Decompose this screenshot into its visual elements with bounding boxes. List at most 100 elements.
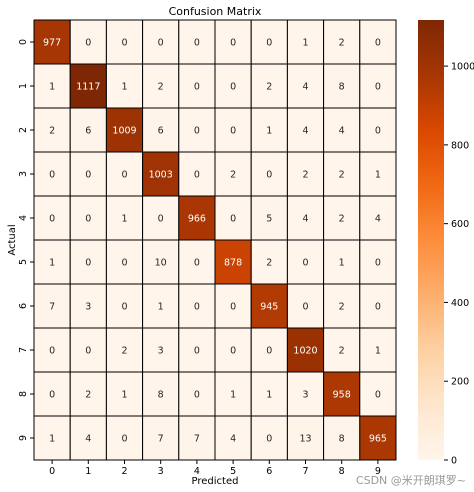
x-tick-label: 6 xyxy=(266,466,272,477)
cell-value-label: 0 xyxy=(85,170,91,181)
heatmap-cell xyxy=(250,327,288,373)
cell-value-label: 1 xyxy=(302,38,308,49)
cell-value-label: 0 xyxy=(121,38,127,49)
cell-value-label: 0 xyxy=(302,258,308,269)
cell-value-label: 1 xyxy=(121,82,127,93)
x-tick-label: 3 xyxy=(158,466,164,477)
cell-value-label: 0 xyxy=(85,258,91,269)
cell-value-label: 0 xyxy=(85,38,91,49)
cell-value-label: 878 xyxy=(224,258,242,269)
cell-value-label: 4 xyxy=(302,82,308,93)
y-tick-label: 4 xyxy=(18,215,29,221)
heatmap-cell xyxy=(286,195,325,241)
cell-value-label: 0 xyxy=(121,302,127,313)
x-tick-label: 9 xyxy=(375,466,381,477)
heatmap-cell xyxy=(105,371,144,417)
heatmap-cell xyxy=(359,415,397,461)
heatmap-cell xyxy=(323,107,361,153)
heatmap-cell xyxy=(250,63,288,109)
cell-value-label: 958 xyxy=(333,390,351,401)
cell-value-label: 4 xyxy=(230,434,236,445)
heatmap-cell xyxy=(105,327,144,373)
cell-value-label: 4 xyxy=(85,434,91,445)
colorbar-tick-label: 200 xyxy=(451,377,469,388)
cell-value-label: 1 xyxy=(230,390,236,401)
cell-value-label: 0 xyxy=(375,82,381,93)
heatmap-cell xyxy=(142,327,180,373)
cell-value-label: 1003 xyxy=(149,170,173,181)
cell-value-label: 2 xyxy=(339,346,345,357)
y-tick-label: 2 xyxy=(18,127,29,133)
cell-value-label: 1009 xyxy=(112,126,136,137)
heatmap-cell xyxy=(359,107,397,153)
cell-value-label: 7 xyxy=(194,434,200,445)
heatmap-cell xyxy=(142,63,180,109)
colorbar-ticks: 0 200 400 600 800 1000 xyxy=(444,62,474,467)
heatmap-cell xyxy=(214,151,252,197)
cell-value-label: 0 xyxy=(121,258,127,269)
cell-value-label: 1 xyxy=(375,346,381,357)
cell-value-label: 2 xyxy=(121,346,127,357)
cell-value-label: 0 xyxy=(121,434,127,445)
cell-value-label: 3 xyxy=(85,302,91,313)
cell-value-label: 0 xyxy=(158,214,164,225)
heatmap-cell xyxy=(359,371,397,417)
cell-value-label: 0 xyxy=(375,258,381,269)
heatmap-cell xyxy=(359,151,397,197)
cell-value-label: 0 xyxy=(230,126,236,137)
cell-value-label: 0 xyxy=(194,82,200,93)
cell-value-label: 6 xyxy=(85,126,91,137)
heatmap-cell xyxy=(214,239,252,285)
heatmap-cell xyxy=(33,151,71,197)
cell-value-label: 0 xyxy=(194,302,200,313)
heatmap-cell xyxy=(359,195,397,241)
cell-value-label: 7 xyxy=(49,302,55,313)
heatmap-cell xyxy=(178,239,216,285)
cell-value-label: 4 xyxy=(302,214,308,225)
y-tick-label: 6 xyxy=(18,303,29,309)
cell-value-label: 6 xyxy=(158,126,164,137)
cell-value-label: 0 xyxy=(302,302,308,313)
cell-value-label: 7 xyxy=(158,434,164,445)
cell-value-label: 945 xyxy=(260,302,278,313)
cell-value-label: 0 xyxy=(375,38,381,49)
heatmap-cell xyxy=(178,195,216,241)
heatmap-cells: 977 0 0 0 0 0 0 1 2 01 1117 1 2 0 0 2 4 8 02 6 1009 6 0 0 1 4 4 00 0… xyxy=(33,19,397,461)
heatmap-cell xyxy=(142,283,180,329)
x-tick-label: 1 xyxy=(85,466,91,477)
heatmap-cell xyxy=(323,283,361,329)
heatmap-cell xyxy=(323,195,361,241)
cell-value-label: 2 xyxy=(339,214,345,225)
cell-value-label: 0 xyxy=(49,214,55,225)
x-tick-label: 0 xyxy=(49,466,55,477)
cell-value-label: 5 xyxy=(266,214,272,225)
y-tick-label: 7 xyxy=(18,347,29,353)
cell-value-label: 1 xyxy=(121,214,127,225)
heatmap-cell xyxy=(214,195,252,241)
x-tick-label: 5 xyxy=(230,466,236,477)
cell-value-label: 3 xyxy=(302,390,308,401)
heatmap-cell xyxy=(33,239,71,285)
heatmap-cell xyxy=(178,415,216,461)
heatmap-cell xyxy=(250,283,288,329)
cell-value-label: 2 xyxy=(49,126,55,137)
cell-value-label: 0 xyxy=(266,346,272,357)
cell-value-label: 2 xyxy=(339,302,345,313)
cell-value-label: 0 xyxy=(266,434,272,445)
cell-value-label: 1 xyxy=(266,126,272,137)
cell-value-label: 1 xyxy=(266,390,272,401)
cell-value-label: 0 xyxy=(230,214,236,225)
y-tick-label: 8 xyxy=(18,391,29,397)
x-tick-labels: 0 1 2 3 4 5 6 7 8 9 xyxy=(49,460,381,477)
heatmap-cell xyxy=(69,63,107,109)
x-axis-label: Predicted xyxy=(192,476,239,487)
cell-value-label: 8 xyxy=(339,434,345,445)
cell-value-label: 0 xyxy=(230,346,236,357)
cell-value-label: 0 xyxy=(49,390,55,401)
cell-value-label: 2 xyxy=(339,170,345,181)
heatmap-cell xyxy=(69,107,107,153)
heatmap-cell xyxy=(69,195,107,241)
heatmap-cell xyxy=(323,415,361,461)
cell-value-label: 4 xyxy=(302,126,308,137)
cell-value-label: 0 xyxy=(375,126,381,137)
